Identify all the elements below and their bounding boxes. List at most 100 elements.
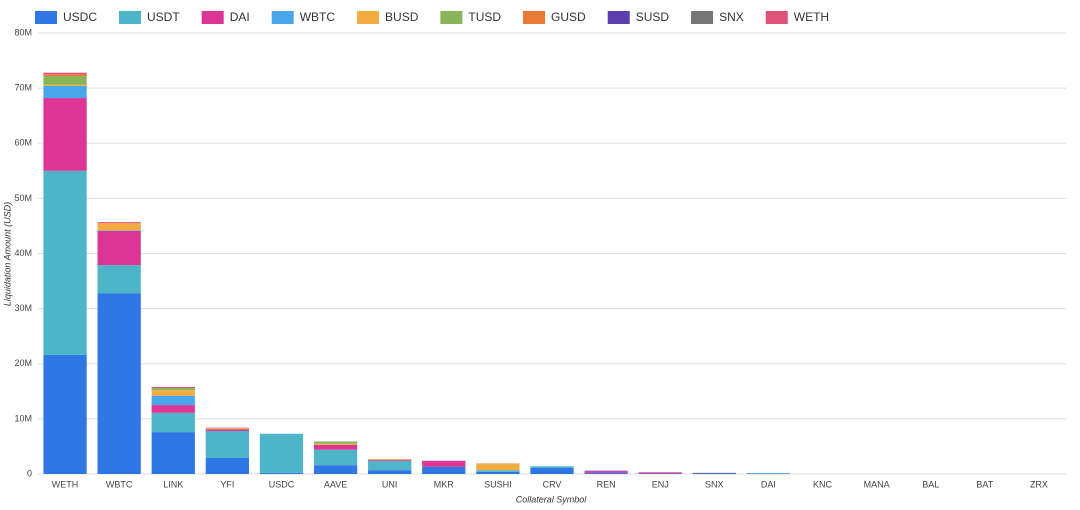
legend-label: SNX bbox=[719, 10, 744, 24]
bar-segment bbox=[638, 473, 682, 474]
bar-segment bbox=[476, 470, 520, 472]
bar-segment bbox=[97, 230, 141, 231]
y-tick-label: 30M bbox=[14, 303, 32, 313]
legend-label: DAI bbox=[230, 10, 250, 24]
bar-segment bbox=[368, 459, 412, 460]
legend-swatch bbox=[35, 11, 57, 24]
y-tick-label: 70M bbox=[14, 83, 32, 93]
bar-segment bbox=[205, 431, 250, 459]
bar-segment bbox=[313, 465, 358, 474]
bar-segment bbox=[313, 444, 358, 450]
x-tick-label: BAL bbox=[922, 479, 939, 489]
x-tick-label: SNX bbox=[705, 479, 724, 489]
bar-segment bbox=[476, 464, 520, 471]
bar-segment bbox=[422, 466, 466, 474]
bar-segment bbox=[43, 75, 87, 85]
y-tick-label: 50M bbox=[14, 193, 32, 203]
x-tick-label: ENJ bbox=[652, 479, 669, 489]
bar-segment bbox=[530, 466, 574, 468]
bar-segment bbox=[746, 473, 791, 474]
bar-segment bbox=[97, 222, 141, 224]
legend-label: WETH bbox=[794, 10, 829, 24]
legend-swatch bbox=[201, 11, 224, 24]
bar-segment bbox=[313, 449, 358, 466]
x-tick-label: MANA bbox=[864, 479, 890, 489]
bar-segment bbox=[43, 72, 87, 75]
x-tick-label: USDC bbox=[269, 479, 295, 489]
bar-segment bbox=[43, 170, 87, 355]
bar-segment bbox=[368, 460, 412, 471]
bar-segment bbox=[97, 223, 141, 231]
x-tick-label: MKR bbox=[434, 479, 455, 489]
bar-segment bbox=[530, 467, 574, 474]
bar-segment bbox=[205, 428, 250, 430]
bar-segment bbox=[476, 471, 520, 474]
legend-label: USDT bbox=[147, 10, 180, 24]
legend-swatch bbox=[607, 11, 630, 24]
legend-label: SUSD bbox=[636, 10, 670, 24]
legend-swatch bbox=[440, 11, 463, 24]
x-tick-label: KNC bbox=[813, 479, 833, 489]
bar-segment bbox=[43, 98, 87, 171]
bar-segment bbox=[151, 386, 195, 389]
bar-segment bbox=[259, 472, 304, 474]
bar-segment bbox=[313, 443, 358, 445]
bar-segment bbox=[97, 230, 141, 266]
legend-label: WBTC bbox=[300, 10, 336, 24]
bar-segment bbox=[476, 463, 520, 465]
x-tick-label: WETH bbox=[52, 479, 79, 489]
legend-swatch bbox=[523, 11, 546, 24]
x-tick-label: ZRX bbox=[1030, 479, 1048, 489]
y-tick-label: 20M bbox=[14, 358, 32, 368]
bar-segment bbox=[151, 412, 195, 433]
y-tick-label: 40M bbox=[14, 248, 32, 258]
legend-swatch bbox=[765, 11, 788, 24]
legend-swatch bbox=[691, 11, 714, 24]
legend-swatch bbox=[357, 11, 380, 24]
legend-label: BUSD bbox=[385, 10, 419, 24]
x-tick-label: BAT bbox=[976, 479, 993, 489]
legend-swatch bbox=[271, 11, 294, 24]
x-tick-label: REN bbox=[597, 479, 616, 489]
bar-segment bbox=[151, 395, 195, 406]
bar-segment bbox=[259, 433, 304, 473]
bar-segment bbox=[584, 472, 628, 474]
bar-segment bbox=[151, 405, 195, 413]
legend-label: USDC bbox=[63, 10, 97, 24]
y-tick-label: 80M bbox=[14, 27, 32, 37]
bar-segment bbox=[368, 470, 412, 474]
bar-segment bbox=[313, 441, 358, 444]
bar-segment bbox=[692, 472, 736, 474]
legend-label: GUSD bbox=[551, 10, 586, 24]
bar-segment bbox=[205, 429, 250, 432]
bar-segment bbox=[151, 432, 195, 474]
x-axis-title: Collateral Symbol bbox=[516, 494, 588, 504]
x-tick-label: WBTC bbox=[106, 479, 133, 489]
bar-segment bbox=[43, 85, 87, 99]
bar-segment bbox=[43, 74, 87, 76]
legend-label: TUSD bbox=[468, 10, 501, 24]
y-tick-label: 0 bbox=[27, 468, 32, 478]
bar-segment bbox=[205, 458, 250, 474]
y-tick-label: 60M bbox=[14, 138, 32, 148]
x-tick-label: AAVE bbox=[324, 479, 347, 489]
bar-segment bbox=[43, 84, 87, 86]
bar-segment bbox=[638, 472, 682, 474]
bar-segment bbox=[422, 460, 466, 467]
y-axis-title: Liquidation Amount (USD) bbox=[2, 202, 12, 306]
x-tick-label: YFI bbox=[220, 479, 234, 489]
bar-segment bbox=[205, 427, 250, 429]
legend-swatch bbox=[119, 11, 142, 24]
bar-segment bbox=[151, 390, 195, 396]
bar-segment bbox=[368, 459, 412, 461]
bar-segment bbox=[97, 265, 141, 294]
bar-segment bbox=[584, 470, 628, 472]
bar-segment bbox=[43, 354, 87, 474]
x-tick-label: CRV bbox=[543, 479, 562, 489]
x-tick-label: LINK bbox=[163, 479, 183, 489]
bar-segment bbox=[151, 388, 195, 391]
bar-segment bbox=[584, 471, 628, 473]
y-tick-label: 10M bbox=[14, 413, 32, 423]
bar-segment bbox=[692, 473, 736, 474]
